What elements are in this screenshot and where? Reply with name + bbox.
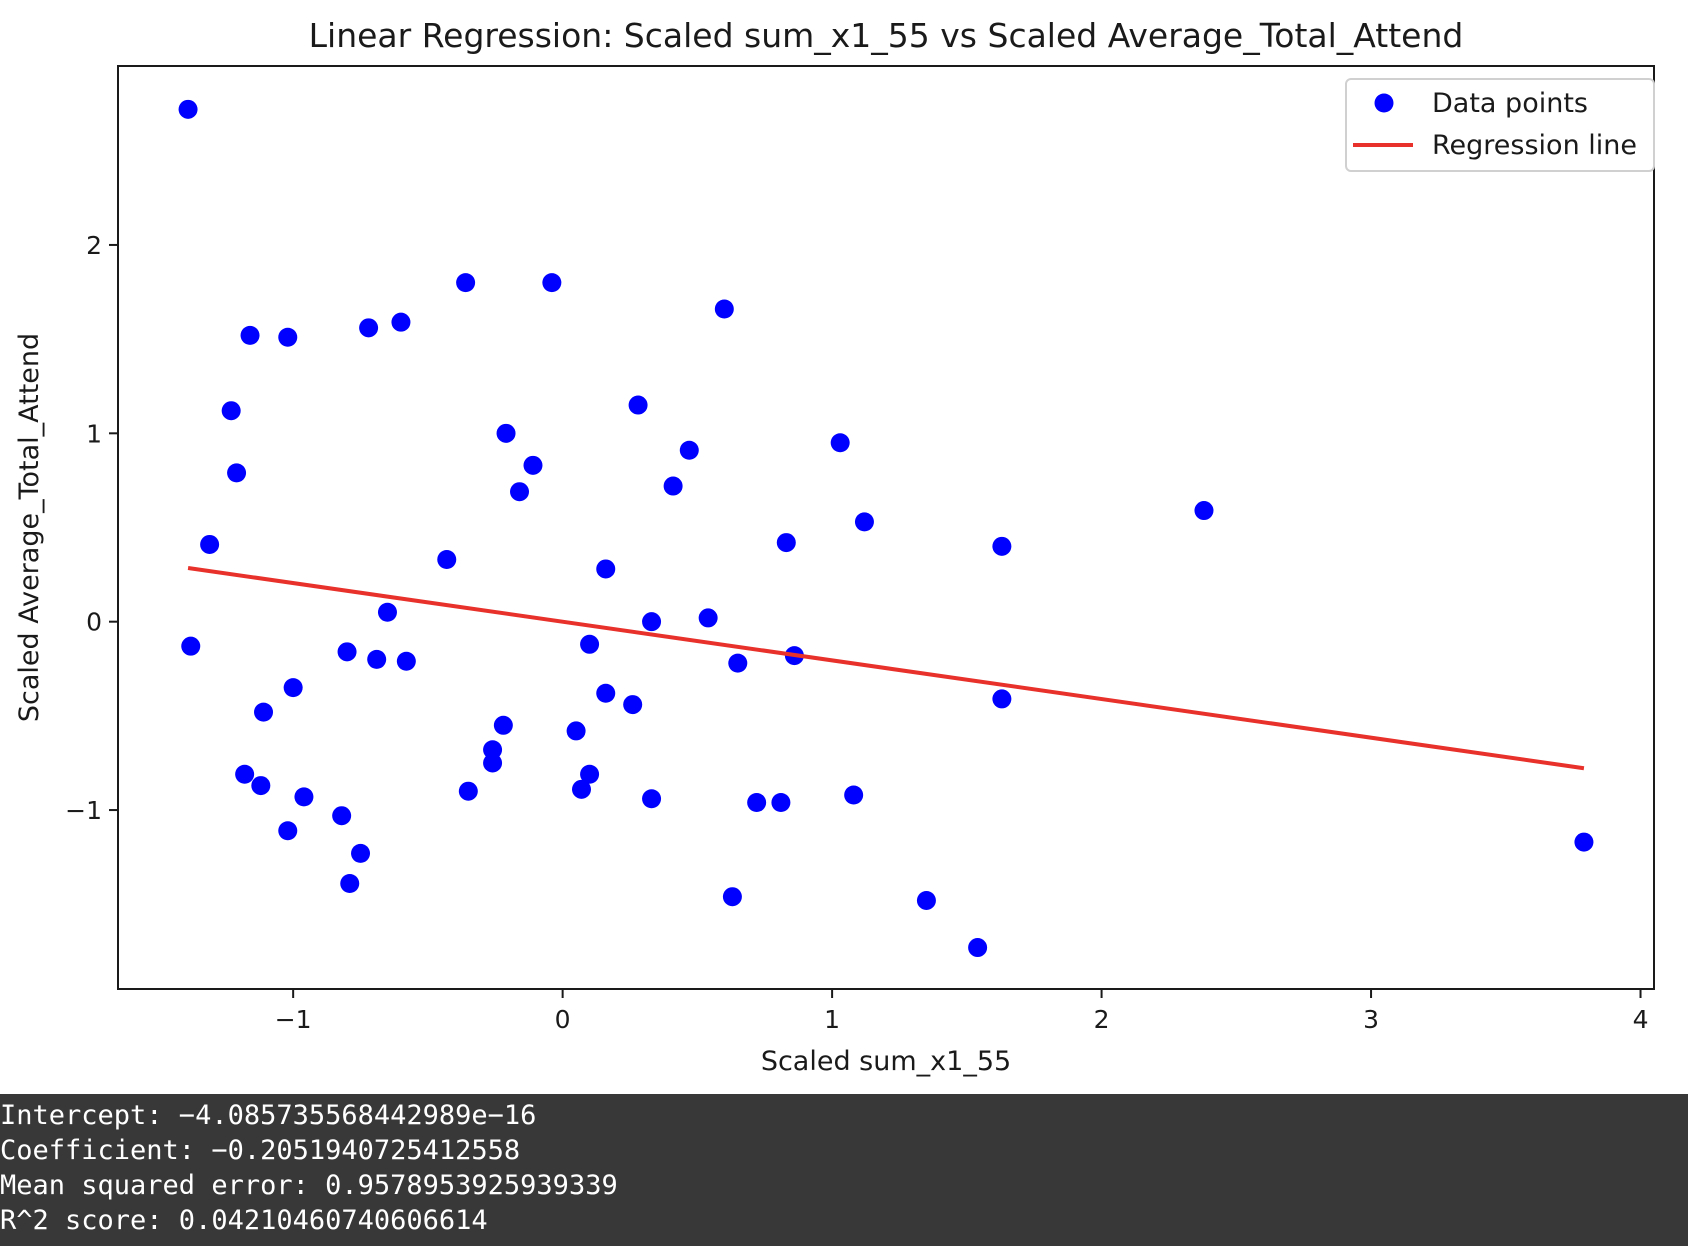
data-point — [367, 649, 387, 669]
data-point — [456, 273, 476, 293]
data-point — [377, 602, 397, 622]
y-tick-label: −1 — [65, 796, 102, 825]
data-point — [332, 806, 352, 826]
data-point — [254, 702, 274, 722]
legend-label-data-points: Data points — [1432, 88, 1588, 119]
data-point — [992, 689, 1012, 709]
data-point — [483, 753, 503, 773]
data-point — [178, 99, 198, 119]
scatter-chart: Linear Regression: Scaled sum_x1_55 vs S… — [14, 16, 1655, 1077]
data-point — [771, 793, 791, 813]
chart-title: Linear Regression: Scaled sum_x1_55 vs S… — [309, 16, 1464, 55]
data-point — [458, 781, 478, 801]
y-tick-label: 0 — [86, 608, 102, 637]
regression-line — [187, 566, 1585, 771]
data-point — [240, 325, 260, 345]
intercept-output: Intercept: −4.085735568442989e−16 — [0, 1100, 537, 1131]
plot-frame — [117, 65, 1655, 990]
data-point — [844, 785, 864, 805]
data-point — [571, 779, 591, 799]
data-point — [542, 273, 562, 293]
data-point — [391, 312, 411, 332]
x-tick-label: 2 — [1094, 1005, 1110, 1034]
data-point — [359, 318, 379, 338]
data-point — [235, 764, 255, 784]
data-point — [1574, 832, 1594, 852]
data-point — [642, 612, 662, 632]
x-tick-label: 3 — [1363, 1005, 1379, 1034]
coefficient-output: Coefficient: −0.2051940725412558 — [0, 1135, 521, 1166]
data-point — [278, 821, 298, 841]
data-point — [510, 482, 530, 502]
x-tick-label: 4 — [1633, 1005, 1649, 1034]
legend-marker-data-points — [1374, 93, 1394, 113]
data-point — [580, 634, 600, 654]
chart-area: Linear Regression: Scaled sum_x1_55 vs S… — [14, 16, 1655, 1077]
data-point — [596, 559, 616, 579]
data-point — [523, 455, 543, 475]
data-point — [337, 642, 357, 662]
y-tick-label: 2 — [86, 231, 102, 260]
data-point — [283, 678, 303, 698]
data-point — [483, 740, 503, 760]
data-point — [992, 536, 1012, 556]
x-tick-label: 0 — [555, 1005, 571, 1034]
data-point — [221, 401, 241, 421]
data-point — [916, 890, 936, 910]
data-point — [181, 636, 201, 656]
data-point — [278, 327, 298, 347]
r2-output: R^2 score: 0.04210460740606614 — [0, 1205, 488, 1236]
x-tick-label: −1 — [275, 1005, 312, 1034]
data-point — [623, 695, 643, 715]
data-point — [493, 715, 513, 735]
data-point — [596, 683, 616, 703]
data-point — [340, 874, 360, 894]
data-point — [437, 550, 457, 570]
data-point — [776, 533, 796, 553]
data-point — [200, 534, 220, 554]
x-tick-label: 1 — [824, 1005, 840, 1034]
data-point — [968, 938, 988, 958]
data-point — [294, 787, 314, 807]
data-point — [496, 423, 516, 443]
y-axis-label: Scaled Average_Total_Attend — [14, 333, 45, 722]
data-point — [396, 651, 416, 671]
data-point — [642, 789, 662, 809]
x-axis-label: Scaled sum_x1_55 — [761, 1046, 1011, 1077]
data-point — [663, 476, 683, 496]
y-tick-label: 1 — [86, 419, 102, 448]
data-point — [747, 793, 767, 813]
data-point — [830, 433, 850, 453]
data-point — [722, 887, 742, 907]
data-point — [580, 764, 600, 784]
data-point — [698, 608, 718, 628]
data-point — [251, 776, 271, 796]
mse-output: Mean squared error: 0.9578953925939339 — [0, 1170, 618, 1201]
data-point — [714, 299, 734, 319]
legend-box — [1345, 78, 1655, 172]
data-point — [679, 440, 699, 460]
data-point — [351, 843, 371, 863]
data-point — [628, 395, 648, 415]
data-point — [728, 653, 748, 673]
legend-label-regression-line: Regression line — [1432, 130, 1637, 161]
data-point — [227, 463, 247, 483]
data-point — [1194, 501, 1214, 521]
data-point — [854, 512, 874, 532]
data-point — [566, 721, 586, 741]
output-panel: Intercept: −4.085735568442989e−16 Coeffi… — [0, 1094, 1688, 1246]
